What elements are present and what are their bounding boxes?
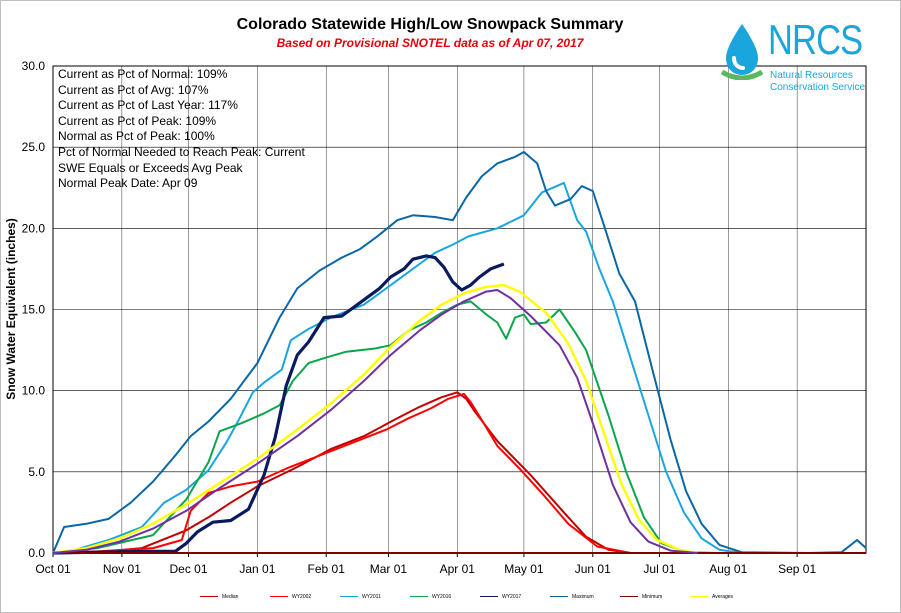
- legend-item: WY2017: [480, 594, 521, 600]
- y-tick-label: 0.0: [28, 546, 45, 560]
- x-tick-label: Jul 01: [643, 562, 675, 576]
- legend-label: Maximum: [572, 594, 594, 600]
- logo-wordmark: NRCS: [768, 16, 863, 63]
- series-line-wy2016: [52, 300, 720, 554]
- logo-subtitle-line2: Conservation Service: [770, 82, 866, 93]
- legend-label: WY2011: [362, 594, 381, 600]
- x-tick-label: May 01: [504, 562, 544, 576]
- nrcs-logo: NRCS Natural Resources Conservation Serv…: [720, 16, 880, 98]
- legend-item: Averages: [690, 594, 733, 600]
- series-line-wy2017: [52, 254, 505, 555]
- series-line-median: [52, 289, 698, 554]
- legend-swatch: [340, 596, 358, 598]
- stat-line: Current as Pct of Normal: 109%: [58, 67, 228, 81]
- series-line-maximum: [52, 151, 867, 554]
- x-tick-label: Oct 01: [35, 562, 71, 576]
- legend-swatch: [200, 596, 218, 598]
- series-line-wy2002: [52, 392, 631, 554]
- legend-label: Minimum: [642, 594, 663, 600]
- legend-label: WY2002: [292, 594, 312, 600]
- legend-swatch: [410, 596, 428, 598]
- legend-label: WY2016: [432, 594, 452, 600]
- legend-label: Median: [222, 594, 239, 600]
- logo-subtitle-line1: Natural Resources: [770, 70, 853, 81]
- series-line-median: [52, 391, 631, 554]
- chart-title: Colorado Statewide High/Low Snowpack Sum…: [236, 16, 624, 33]
- x-tick-label: Dec 01: [169, 562, 207, 576]
- legend-item: WY2016: [410, 594, 451, 600]
- stat-line: Current as Pct of Peak: 109%: [58, 113, 217, 128]
- y-tick-label: 15.0: [22, 303, 46, 317]
- stat-line: Current as Pct of Avg: 107%: [58, 82, 209, 97]
- x-tick-label: Aug 01: [709, 562, 747, 576]
- y-tick-label: 25.0: [22, 140, 46, 154]
- legend-item: WY2011: [340, 594, 381, 600]
- chart-subtitle: Based on Provisional SNOTEL data as of A…: [276, 36, 584, 50]
- axis-layer: 0.0 5.0 10.0 15.0 20.0 25.0 30.0 Oct 01 Nov 01 De…: [22, 59, 817, 576]
- x-tick-label: Jun 01: [575, 562, 611, 576]
- legend-swatch: [270, 596, 288, 598]
- legend-swatch: [480, 596, 498, 598]
- legend-swatch: [620, 596, 638, 598]
- stat-line: SWE Equals or Exceeds Avg Peak: [58, 160, 243, 175]
- legend-item: Median: [200, 594, 238, 600]
- x-tick-label: Sep 01: [778, 562, 816, 576]
- stats-block: Current as Pct of Normal: 109% Current as…: [58, 67, 305, 192]
- y-tick-label: 20.0: [22, 221, 46, 235]
- x-tick-label: Mar 01: [370, 562, 408, 576]
- y-tick-label: 5.0: [28, 465, 45, 479]
- y-tick-label: 30.0: [22, 59, 46, 73]
- y-tick-label: 10.0: [22, 384, 46, 398]
- stat-line: Normal Peak Date: Apr 09: [58, 176, 198, 191]
- series-line-averages: [52, 283, 698, 555]
- legend-item: Maximum: [550, 594, 594, 600]
- stat-line: Normal as Pct of Peak: 100%: [58, 129, 215, 144]
- stat-line: Current as Pct of Last Year: 117%: [58, 98, 238, 113]
- water-drop-icon: [720, 24, 764, 80]
- legend-swatch: [690, 596, 708, 598]
- x-tick-label: Feb 01: [308, 562, 346, 576]
- x-tick-label: Apr 01: [440, 562, 476, 576]
- legend-label: Averages: [712, 594, 734, 600]
- x-tick-label: Jan 01: [239, 562, 275, 576]
- grid-layer: [52, 65, 867, 554]
- legend-label: WY2017: [502, 594, 522, 600]
- series-layer: [52, 151, 867, 555]
- y-axis-label: Snow Water Equivalent (inches): [4, 218, 18, 400]
- legend-swatch: [550, 596, 568, 598]
- series-line-wy2011: [52, 181, 742, 554]
- stat-line: Pct of Normal Needed to Reach Peak: Curr…: [58, 144, 305, 159]
- x-tick-label: Nov 01: [103, 562, 141, 576]
- legend-item: Minimum: [620, 594, 662, 600]
- legend-item: WY2002: [270, 594, 311, 600]
